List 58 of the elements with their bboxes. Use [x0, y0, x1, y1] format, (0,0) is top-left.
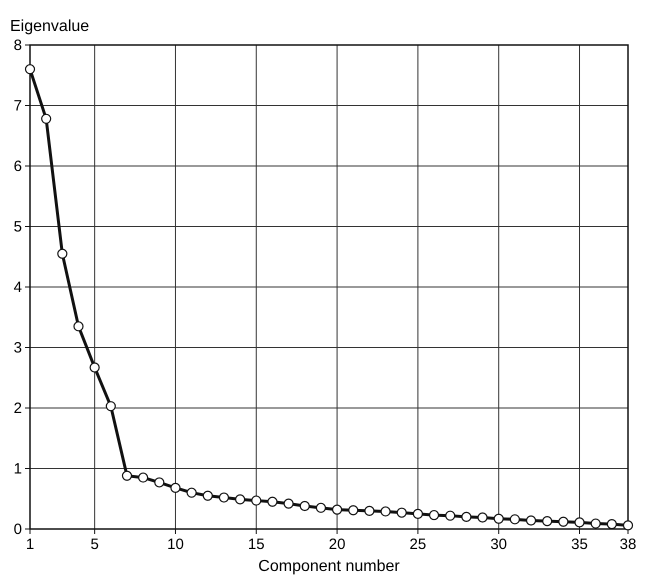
- y-tick-label: 4: [14, 279, 22, 296]
- point: [57, 248, 68, 259]
- x-axis-title: Component number: [258, 558, 400, 575]
- y-tick-label: 1: [14, 460, 22, 478]
- x-tick-label: 5: [90, 536, 99, 553]
- point: [574, 517, 585, 528]
- point: [622, 520, 634, 530]
- point: [170, 482, 181, 493]
- point: [106, 401, 116, 412]
- point: [542, 516, 552, 526]
- point: [510, 514, 520, 524]
- point: [316, 502, 326, 513]
- x-tick-label: 1: [26, 536, 34, 553]
- y-axis-title: Eigenvalue: [10, 18, 90, 35]
- y-tick-label: 3: [14, 340, 22, 356]
- x-tick-label: 20: [328, 536, 346, 553]
- y-tick-label: 5: [14, 218, 22, 236]
- y-tick-label: 8: [14, 37, 22, 54]
- x-tick-label: 25: [410, 536, 426, 553]
- point: [396, 508, 407, 518]
- point: [300, 500, 310, 512]
- point: [445, 510, 456, 521]
- point: [122, 470, 132, 481]
- point: [380, 506, 391, 517]
- point: [412, 508, 423, 519]
- point: [558, 516, 568, 527]
- x-tick-label: 10: [167, 536, 184, 553]
- y-tick-label: 7: [14, 98, 22, 114]
- x-tick-label: 38: [620, 536, 636, 553]
- y-tick-label: 6: [14, 158, 22, 175]
- point: [526, 515, 536, 526]
- point: [73, 321, 84, 332]
- point: [590, 518, 601, 529]
- point: [477, 512, 488, 523]
- point: [283, 498, 294, 509]
- point: [461, 512, 472, 522]
- point: [90, 362, 100, 373]
- x-tick-label: 30: [490, 536, 508, 553]
- point: [364, 506, 375, 516]
- point: [41, 114, 52, 124]
- x-tick-label: 35: [571, 536, 588, 553]
- point: [138, 472, 148, 483]
- point: [348, 505, 358, 516]
- point: [235, 494, 246, 504]
- point: [218, 492, 230, 503]
- point: [202, 490, 213, 501]
- point: [24, 64, 36, 74]
- point: [251, 495, 262, 506]
- point: [606, 519, 617, 530]
- point: [267, 496, 278, 507]
- point: [186, 488, 197, 498]
- point: [428, 510, 440, 520]
- point: [332, 504, 342, 515]
- x-tick-label: 15: [248, 536, 265, 553]
- y-tick-label: 2: [14, 400, 22, 417]
- y-tick-label: 0: [14, 521, 22, 538]
- point: [154, 477, 164, 488]
- point: [494, 514, 504, 524]
